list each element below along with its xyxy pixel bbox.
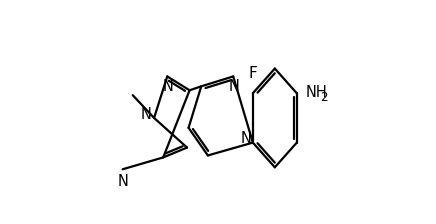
Text: N: N [163,79,174,94]
Text: N: N [229,79,240,94]
Text: NH: NH [305,85,327,100]
Text: N: N [117,174,128,189]
Text: N: N [141,107,152,122]
Text: N: N [241,131,252,146]
Text: F: F [249,66,258,81]
Text: 2: 2 [320,91,328,104]
